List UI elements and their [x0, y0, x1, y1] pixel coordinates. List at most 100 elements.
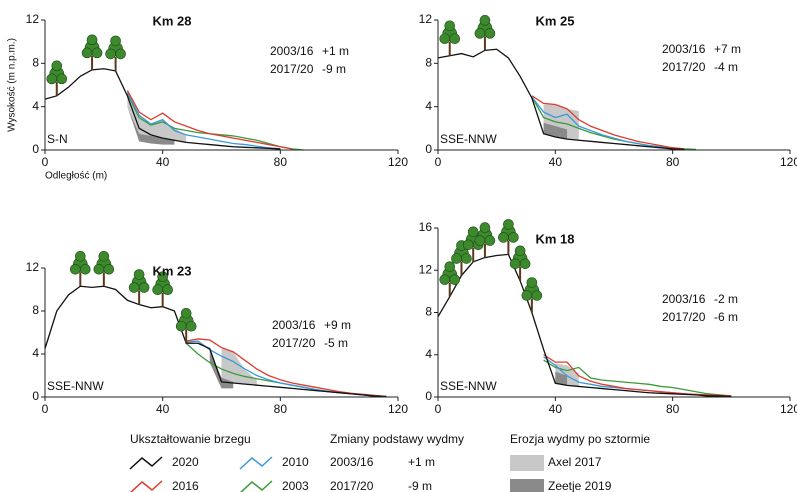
y-tick-label: 0: [32, 389, 39, 403]
tree-crown: [162, 284, 173, 296]
y-axis-label: Wysokość (m n.p.m.): [7, 38, 18, 132]
tree-crown: [86, 34, 98, 46]
x-tick-label: 80: [274, 402, 288, 416]
x-tick-label: 40: [549, 402, 563, 416]
tree-crown: [521, 290, 533, 301]
annotation-period: 2017/20: [272, 336, 316, 350]
y-tick-label: 0: [32, 142, 39, 156]
annotation-period: 2003/16: [270, 44, 314, 58]
tree-crown: [175, 320, 187, 332]
tree-crown: [110, 35, 121, 47]
tree-crown: [519, 258, 531, 270]
x-tick-label: 0: [435, 402, 442, 416]
legend-label: 2020: [172, 455, 199, 469]
profile-line: [126, 90, 293, 150]
annotation-period: 2017/20: [662, 310, 706, 324]
tree-crown: [439, 274, 451, 285]
profile-line: [126, 92, 281, 150]
erosion-area: [127, 95, 187, 143]
profile-line: [44, 68, 281, 150]
tree-crown: [498, 232, 509, 243]
x-tick-label: 120: [388, 155, 408, 169]
tree-crown: [508, 232, 519, 243]
tree-crown: [503, 219, 514, 230]
tree-crown: [138, 282, 150, 293]
annotation-change: +7 m: [714, 42, 741, 56]
legend-label: Axel 2017: [548, 455, 602, 469]
direction-label: SSE-NNW: [440, 379, 497, 393]
legend-title: Erozja wydmy po sztormie: [510, 432, 650, 446]
x-tick-label: 40: [549, 155, 563, 169]
tree-crown: [451, 253, 462, 264]
x-tick-label: 0: [435, 155, 442, 169]
legend-title: Ukształtowanie brzegu: [130, 432, 251, 446]
tree-crown: [467, 226, 479, 238]
annotation-period: 2017/20: [662, 60, 706, 74]
y-tick-label: 8: [32, 303, 39, 317]
legend-label: 2010: [282, 455, 309, 469]
erosion-area: [127, 106, 175, 145]
tree-crown: [91, 47, 103, 59]
tree-crown: [80, 263, 91, 275]
profile-line: [531, 96, 685, 151]
tree-crown: [484, 235, 496, 246]
profile-line: [543, 354, 732, 397]
tree-crown: [75, 250, 86, 262]
tree-crown: [526, 277, 538, 288]
y-tick-label: 0: [425, 389, 432, 403]
tree-crown: [98, 250, 110, 262]
annotation-change: -5 m: [324, 336, 348, 350]
panel-title: Km 23: [152, 263, 191, 278]
tree-crown: [81, 47, 93, 59]
tree-crown: [133, 269, 145, 280]
tree-crown: [93, 263, 105, 275]
legend-label: Zeetje 2019: [548, 479, 612, 492]
legend-swatch: [239, 480, 273, 492]
tree-crown: [474, 28, 486, 39]
legend-swatch: [239, 456, 273, 470]
legend-swatch: [510, 479, 544, 492]
profile-line: [44, 285, 387, 398]
annotation-period: 2017/20: [270, 62, 314, 76]
direction-label: SSE-NNW: [440, 132, 497, 146]
direction-label: S-N: [47, 132, 68, 146]
legend-period: 2017/20: [330, 479, 374, 492]
profile-line: [437, 48, 685, 151]
y-tick-label: 8: [32, 56, 39, 70]
legend-change: +1 m: [408, 455, 435, 469]
legend-title: Zmiany podstawy wydmy: [330, 432, 464, 446]
legend-label: 2003: [282, 479, 309, 492]
annotation-period: 2003/16: [662, 292, 706, 306]
x-tick-label: 80: [666, 402, 680, 416]
x-tick-label: 40: [156, 155, 170, 169]
y-tick-label: 12: [419, 12, 433, 26]
direction-label: SSE-NNW: [47, 379, 104, 393]
tree-crown: [514, 245, 526, 257]
y-tick-label: 12: [26, 12, 40, 26]
annotation-period: 2003/16: [662, 42, 706, 56]
tree-crown: [185, 320, 197, 332]
y-tick-label: 12: [419, 262, 433, 276]
annotation-change: -6 m: [714, 310, 738, 324]
erosion-area: [221, 347, 257, 386]
tree-crown: [152, 284, 163, 296]
panel-title: Km 28: [152, 13, 191, 28]
tree-crown: [461, 253, 472, 264]
y-tick-label: 4: [32, 346, 39, 360]
tree-crown: [479, 15, 491, 26]
y-tick-label: 4: [425, 347, 432, 361]
profile-line: [531, 95, 685, 150]
legend-label: 2016: [172, 479, 199, 492]
tree-crown: [444, 261, 456, 272]
profile-line: [543, 359, 732, 397]
x-tick-label: 80: [274, 155, 288, 169]
tree-crown: [51, 60, 63, 72]
x-axis-label: Odległość (m): [45, 171, 107, 182]
tree-crown: [484, 28, 496, 39]
tree-crown: [462, 239, 474, 251]
annotation-period: 2003/16: [272, 318, 316, 332]
panel-title: Km 18: [535, 231, 574, 246]
annotation-change: -9 m: [322, 62, 346, 76]
erosion-area: [555, 371, 568, 386]
legend-change: -9 m: [408, 479, 432, 492]
